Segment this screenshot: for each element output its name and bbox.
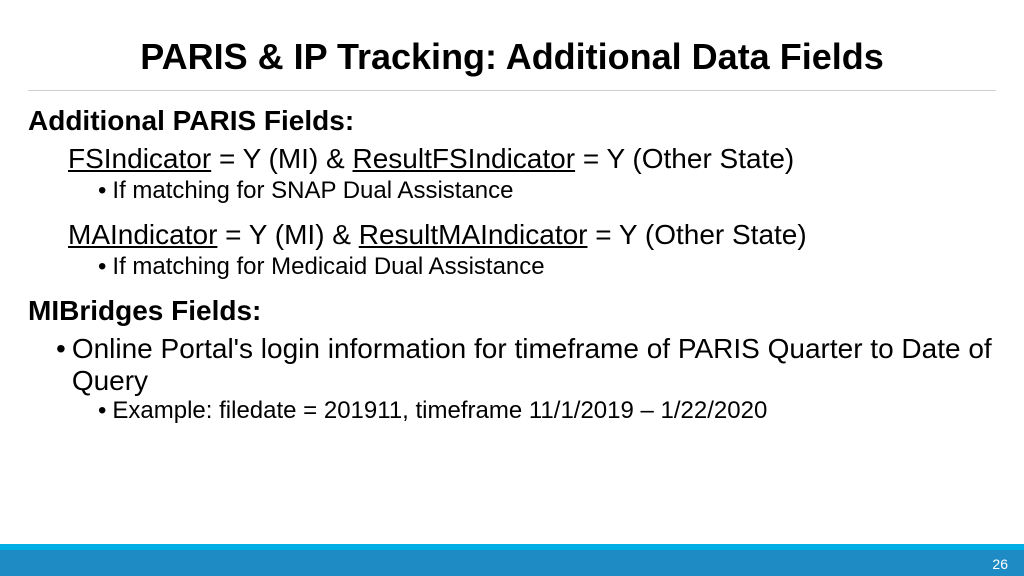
mibridges-heading: MIBridges Fields: — [28, 295, 996, 327]
paris-item-1-sub-text: If matching for SNAP Dual Assistance — [112, 177, 513, 205]
slide-title: PARIS & IP Tracking: Additional Data Fie… — [0, 0, 1024, 90]
content-area: Additional PARIS Fields: FSIndicator = Y… — [0, 105, 1024, 425]
paris-item-2: MAIndicator = Y (MI) & ResultMAIndicator… — [68, 219, 996, 251]
slide: PARIS & IP Tracking: Additional Data Fie… — [0, 0, 1024, 576]
paris-item-2-sub: If matching for Medicaid Dual Assistance — [98, 253, 996, 281]
paris-item-2-mid1: = Y (MI) & — [217, 219, 358, 250]
mibridges-bullet-text: Online Portal's login information for ti… — [72, 333, 996, 397]
mibridges-example: Example: filedate = 201911, timeframe 11… — [98, 397, 996, 425]
page-number: 26 — [992, 556, 1008, 572]
paris-item-1-sub: If matching for SNAP Dual Assistance — [98, 177, 996, 205]
maindicator-term: MAIndicator — [68, 219, 217, 250]
title-rule — [28, 90, 996, 91]
paris-item-2-mid2: = Y (Other State) — [588, 219, 807, 250]
paris-item-1-mid1: = Y (MI) & — [211, 143, 352, 174]
footer: 26 — [0, 544, 1024, 576]
paris-item-1: FSIndicator = Y (MI) & ResultFSIndicator… — [68, 143, 996, 175]
paris-item-2-sub-text: If matching for Medicaid Dual Assistance — [112, 253, 544, 281]
fsindicator-term: FSIndicator — [68, 143, 211, 174]
paris-heading: Additional PARIS Fields: — [28, 105, 996, 137]
paris-item-1-mid2: = Y (Other State) — [575, 143, 794, 174]
resultfsindicator-term: ResultFSIndicator — [353, 143, 576, 174]
mibridges-example-text: Example: filedate = 201911, timeframe 11… — [112, 397, 767, 425]
footer-bar-bottom: 26 — [0, 550, 1024, 576]
resultmaindicator-term: ResultMAIndicator — [359, 219, 588, 250]
mibridges-bullet: Online Portal's login information for ti… — [56, 333, 996, 397]
